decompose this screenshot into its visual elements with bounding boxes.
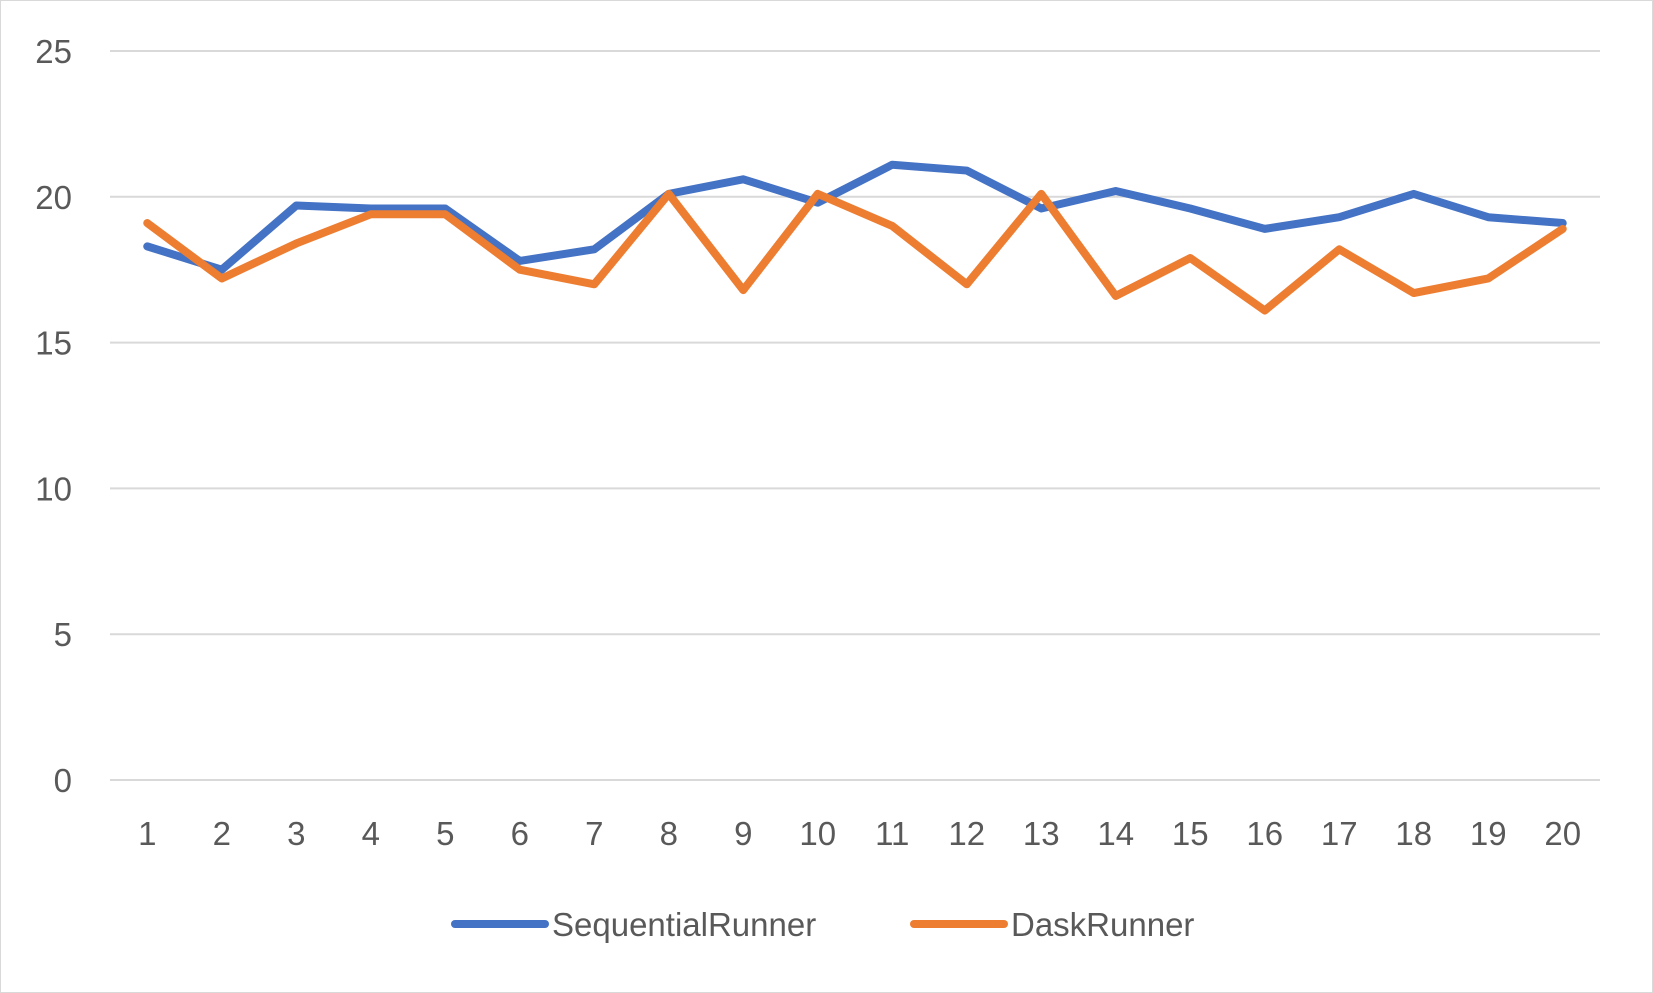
x-tick-label: 20 xyxy=(1544,815,1581,852)
series-line-sequentialrunner xyxy=(143,160,1567,274)
y-tick-label: 5 xyxy=(54,616,72,653)
legend: SequentialRunner DaskRunner xyxy=(451,906,1194,943)
y-tick-label: 0 xyxy=(54,762,72,799)
x-tick-label: 13 xyxy=(1023,815,1060,852)
x-tick-label: 1 xyxy=(138,815,156,852)
x-tick-label: 10 xyxy=(799,815,836,852)
x-tick-label: 15 xyxy=(1172,815,1209,852)
x-tick-label: 6 xyxy=(511,815,529,852)
x-tick-label: 7 xyxy=(585,815,603,852)
x-tick-label: 2 xyxy=(213,815,231,852)
gridlines xyxy=(110,50,1600,781)
series-lines xyxy=(143,160,1567,315)
x-tick-label: 8 xyxy=(660,815,678,852)
y-tick-label: 25 xyxy=(35,33,72,70)
y-tick-label: 10 xyxy=(35,470,72,507)
legend-label-sequentialrunner: SequentialRunner xyxy=(552,906,816,943)
x-tick-label: 5 xyxy=(436,815,454,852)
x-tick-label: 18 xyxy=(1395,815,1432,852)
x-tick-label: 9 xyxy=(734,815,752,852)
x-tick-label: 3 xyxy=(287,815,305,852)
x-tick-label: 16 xyxy=(1246,815,1283,852)
y-tick-label: 15 xyxy=(35,325,72,362)
series-line-daskrunner xyxy=(143,189,1567,315)
x-axis-ticks: 1 2 3 4 5 6 7 8 9 10 11 12 13 14 15 16 17 18 19 20 xyxy=(138,815,1581,852)
y-axis-ticks: 0 5 10 15 20 25 xyxy=(35,33,72,799)
x-tick-label: 4 xyxy=(362,815,380,852)
x-tick-label: 12 xyxy=(948,815,985,852)
x-tick-label: 17 xyxy=(1321,815,1358,852)
y-tick-label: 20 xyxy=(35,179,72,216)
legend-label-daskrunner: DaskRunner xyxy=(1011,906,1194,943)
x-tick-label: 14 xyxy=(1097,815,1134,852)
x-tick-label: 11 xyxy=(875,815,909,852)
x-tick-label: 19 xyxy=(1470,815,1507,852)
